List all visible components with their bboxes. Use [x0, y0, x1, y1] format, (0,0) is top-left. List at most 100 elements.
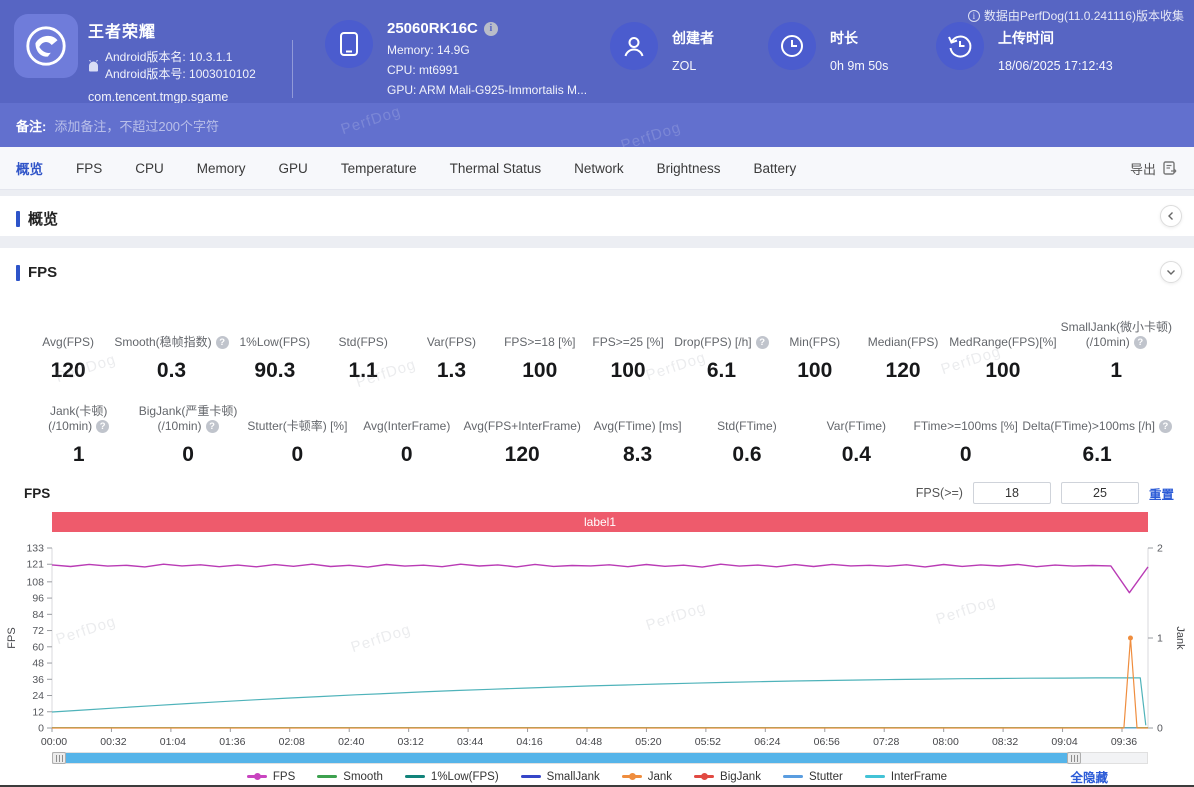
stat-value: 6.1 — [674, 359, 768, 383]
clock-icon — [768, 22, 816, 70]
creator-block: 创建者 ZOL — [610, 22, 714, 73]
stat-label: Std(FPS) — [338, 335, 387, 350]
slider-selected-range[interactable] — [66, 753, 1067, 763]
fps-threshold-input-2[interactable] — [1061, 482, 1139, 504]
fps-threshold-input-1[interactable] — [973, 482, 1051, 504]
stat-label: Drop(FPS) [/h] — [674, 335, 751, 350]
stat-value: 0 — [913, 443, 1018, 467]
tab-battery[interactable]: Battery — [753, 161, 796, 176]
help-icon[interactable]: ? — [206, 420, 219, 433]
stat-label: (/10min) — [48, 419, 92, 434]
fps-section: FPS Avg(FPS)120Smooth(稳帧指数)?0.31%Low(FPS… — [0, 248, 1194, 785]
svg-text:0: 0 — [1157, 723, 1163, 735]
stat-cell: Smooth(稳帧指数)?0.3 — [112, 318, 230, 383]
stat-value: 0 — [135, 443, 240, 467]
tab-network[interactable]: Network — [574, 161, 624, 176]
chart-range-slider[interactable] — [52, 752, 1148, 764]
creator-value: ZOL — [672, 59, 714, 73]
svg-text:0: 0 — [38, 723, 44, 735]
tab-memory[interactable]: Memory — [197, 161, 246, 176]
legend-item-smooth[interactable]: Smooth — [317, 771, 383, 783]
legend-item-stutter[interactable]: Stutter — [783, 771, 843, 783]
stat-cell: FPS>=25 [%]100 — [584, 318, 672, 383]
reset-link[interactable]: 重置 — [1149, 484, 1174, 503]
legend-item-1-low-fps-[interactable]: 1%Low(FPS) — [405, 771, 499, 783]
collect-info: i 数据由PerfDog(11.0.241116)版本收集 — [968, 7, 1184, 24]
svg-text:02:08: 02:08 — [279, 736, 305, 748]
svg-text:03:12: 03:12 — [398, 736, 424, 748]
chart-legend: FPS Smooth 1%Low(FPS) SmallJank Jank BigJank S… — [0, 768, 1194, 785]
legend-item-jank[interactable]: Jank — [622, 771, 672, 783]
legend-item-bigjank[interactable]: BigJank — [694, 771, 761, 783]
stat-value: 100 — [949, 359, 1056, 383]
fps-threshold-label: FPS(>=) — [916, 486, 963, 500]
svg-text:48: 48 — [32, 658, 44, 670]
android-version-name: Android版本名: 10.3.1.1 — [105, 49, 256, 66]
overview-collapse-button[interactable] — [1160, 205, 1182, 227]
legend-swatch — [247, 775, 267, 778]
tab-概览[interactable]: 概览 — [16, 158, 43, 178]
chevron-down-icon — [1166, 267, 1176, 277]
info-icon: i — [968, 10, 980, 22]
svg-text:60: 60 — [32, 641, 44, 653]
legend-label: FPS — [273, 771, 295, 783]
export-button[interactable]: 导出 — [1130, 159, 1178, 178]
tab-cpu[interactable]: CPU — [135, 161, 164, 176]
note-bar[interactable]: 备注: 添加备注，不超过200个字符 — [0, 103, 1194, 147]
stat-cell: Drop(FPS) [/h]? 6.1 — [672, 318, 770, 383]
stat-value: 1.1 — [321, 359, 405, 383]
tab-thermal-status[interactable]: Thermal Status — [450, 161, 542, 176]
legend-label: BigJank — [720, 771, 761, 783]
svg-text:2: 2 — [1157, 543, 1163, 555]
stat-cell: Stutter(卡顿率) [%]0 — [243, 402, 352, 467]
stat-cell: Delta(FTime)>100ms [/h]?6.1 — [1020, 402, 1174, 467]
stat-value: 0.6 — [694, 443, 799, 467]
tab-brightness[interactable]: Brightness — [657, 161, 721, 176]
help-icon[interactable]: ? — [1159, 420, 1172, 433]
legend-swatch — [405, 775, 425, 778]
stat-value: 0 — [245, 443, 350, 467]
legend-label: InterFrame — [891, 771, 947, 783]
svg-text:72: 72 — [32, 625, 44, 637]
fps-stats-row-2: Jank(卡顿)(/10min)?1BigJank(严重卡顿)(/10min)?… — [24, 402, 1174, 467]
duration-value: 0h 9m 50s — [830, 59, 888, 73]
legend-label: Jank — [648, 771, 672, 783]
help-icon[interactable]: ? — [96, 420, 109, 433]
tab-fps[interactable]: FPS — [76, 161, 102, 176]
fps-collapse-button[interactable] — [1160, 261, 1182, 283]
svg-text:121: 121 — [26, 559, 44, 571]
device-info-icon[interactable]: i — [484, 22, 498, 36]
help-icon[interactable]: ? — [216, 336, 229, 349]
help-icon[interactable]: ? — [756, 336, 769, 349]
stat-label: (/10min) — [1086, 335, 1130, 350]
help-icon[interactable]: ? — [1134, 336, 1147, 349]
device-gpu: GPU: ARM Mali-G925-Immortalis M... — [387, 83, 587, 97]
stat-cell: Avg(FPS+InterFrame)120 — [461, 402, 582, 467]
svg-text:24: 24 — [32, 690, 44, 702]
device-cpu: CPU: mt6991 — [387, 63, 587, 77]
tab-temperature[interactable]: Temperature — [341, 161, 417, 176]
legend-label: Stutter — [809, 771, 843, 783]
hide-all-link[interactable]: 全隐藏 — [1070, 767, 1108, 786]
slider-right-handle[interactable] — [1067, 752, 1081, 764]
stat-label: Smooth(稳帧指数) — [114, 335, 211, 350]
stat-cell: Median(FPS)120 — [859, 318, 947, 383]
legend-swatch — [317, 775, 337, 778]
upload-time-value: 18/06/2025 17:12:43 — [998, 59, 1113, 73]
legend-item-interframe[interactable]: InterFrame — [865, 771, 947, 783]
legend-item-fps[interactable]: FPS — [247, 771, 295, 783]
section-accent-bar — [16, 211, 20, 227]
stat-label: Delta(FTime)>100ms [/h] — [1022, 419, 1155, 434]
legend-swatch — [622, 775, 642, 778]
svg-text:00:32: 00:32 — [100, 736, 126, 748]
stat-value: 0.4 — [804, 443, 909, 467]
stat-cell: Avg(FTime) [ms]8.3 — [583, 402, 692, 467]
svg-text:08:00: 08:00 — [933, 736, 959, 748]
stat-value: 0 — [354, 443, 459, 467]
legend-item-smalljank[interactable]: SmallJank — [521, 771, 600, 783]
tab-gpu[interactable]: GPU — [279, 161, 308, 176]
chart-controls: FPS FPS(>=) 重置 — [24, 480, 1174, 506]
stat-cell: SmallJank(微小卡顿)(/10min)?1 — [1059, 318, 1174, 383]
fps-chart[interactable]: 0122436486072849610812113301200:0000:320… — [0, 534, 1194, 756]
slider-left-handle[interactable] — [52, 752, 66, 764]
